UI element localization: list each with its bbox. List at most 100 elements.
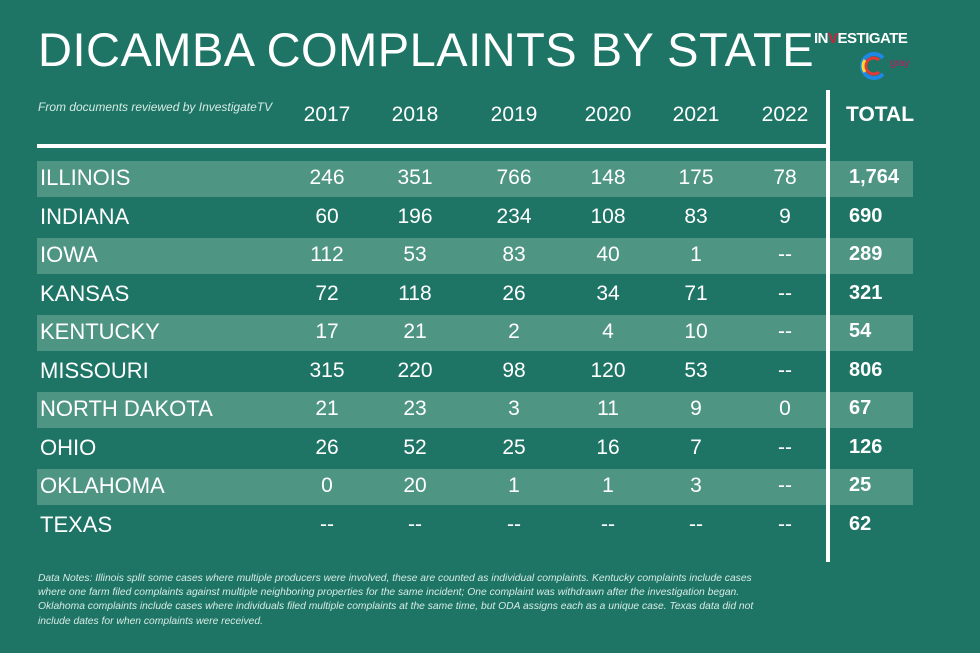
header-year: 2018 (391, 103, 439, 126)
total-cell: 62 (849, 512, 872, 535)
table-cell: 10 (684, 320, 708, 343)
total-cell: 54 (849, 320, 872, 342)
total-cell: 806 (849, 358, 883, 381)
table-cell: 21 (315, 397, 339, 420)
header-year: 2021 (672, 103, 720, 126)
table-row: MISSOURI 315 220 98 120 53 -- 806 (37, 354, 913, 390)
table-cell: 83 (684, 204, 708, 228)
table-cell: 351 (397, 166, 433, 189)
state-name: MISSOURI (40, 357, 149, 383)
table-row: ILLINOIS 246 351 766 148 175 78 1,764 (37, 161, 913, 197)
table-cell: 78 (773, 166, 797, 189)
table-cell: 7 (690, 435, 702, 459)
table-cell: 72 (315, 281, 339, 305)
table-cell: 9 (690, 397, 702, 420)
table-cell: 40 (596, 243, 620, 266)
table-cell: 11 (597, 397, 619, 420)
total-cell: 126 (849, 435, 883, 458)
state-name: TEXAS (40, 511, 113, 537)
table-row: OHIO 26 52 25 16 7 -- 126 (37, 431, 913, 467)
header-year: 2017 (303, 103, 351, 126)
state-name: IOWA (40, 242, 98, 267)
table-cell: -- (778, 281, 792, 305)
table-row: KANSAS 72 118 26 34 71 -- 321 (37, 277, 913, 313)
table-cell: 20 (403, 474, 427, 497)
table-cell: 53 (403, 243, 427, 266)
table-cell: 26 (315, 435, 339, 459)
table-cell: 148 (590, 166, 626, 189)
header-divider (37, 144, 828, 148)
table-cell: 234 (496, 204, 532, 228)
table-row: NORTH DAKOTA 21 23 3 11 9 0 67 (37, 392, 913, 428)
table-cell: 112 (310, 243, 344, 266)
table-cell: 23 (403, 397, 427, 420)
table-cell: 3 (508, 397, 520, 420)
state-name: KANSAS (40, 280, 130, 306)
table-cell: 118 (398, 281, 432, 305)
investigate-tv-logo: INVESTIGATE gray (812, 30, 922, 85)
page-title: DICAMBA COMPLAINTS BY STATE (38, 23, 815, 76)
table-cell: 60 (315, 204, 339, 228)
table-cell: -- (601, 512, 615, 536)
table-cell: 98 (502, 358, 526, 382)
table-cell: -- (778, 358, 792, 382)
table-row: KENTUCKY 17 21 2 4 10 -- 54 (37, 315, 913, 351)
state-name: ILLINOIS (40, 165, 131, 190)
total-cell: 1,764 (849, 166, 900, 188)
state-name: OKLAHOMA (40, 473, 165, 498)
total-cell: 25 (849, 474, 872, 496)
gray-logo-text: gray (890, 58, 910, 69)
table-row: OKLAHOMA 0 20 1 1 3 -- 25 (37, 469, 913, 505)
table-cell: 16 (596, 435, 620, 459)
table-cell: 9 (779, 204, 791, 228)
table-cell: -- (778, 435, 792, 459)
data-notes: Data Notes: Illinois split some cases wh… (38, 573, 754, 627)
table-cell: -- (507, 512, 521, 536)
table-cell: -- (320, 512, 334, 536)
table-cell: 766 (496, 166, 532, 189)
table-row: TEXAS -- -- -- -- -- -- 62 (37, 508, 913, 544)
table-cell: -- (778, 512, 792, 536)
table-cell: 220 (397, 358, 433, 382)
table-cell: 1 (508, 474, 520, 497)
header-year: 2020 (584, 103, 632, 126)
table-cell: 108 (590, 204, 626, 228)
table-cell: -- (408, 512, 422, 536)
table-row: IOWA 112 53 83 40 1 -- 289 (37, 238, 913, 274)
state-name: NORTH DAKOTA (40, 396, 213, 421)
table-cell: 83 (502, 243, 526, 266)
state-name: KENTUCKY (40, 319, 160, 344)
table-cell: 4 (602, 320, 614, 343)
table-cell: 52 (403, 435, 427, 459)
table-cell: 71 (684, 281, 708, 305)
table-cell: -- (689, 512, 703, 536)
table-cell: 196 (397, 204, 433, 228)
table-cell: 246 (309, 166, 345, 189)
table-cell: 2 (508, 320, 520, 343)
table-cell: -- (778, 243, 792, 266)
subtitle: From documents reviewed by InvestigateTV (38, 100, 273, 114)
table-cell: 26 (502, 281, 526, 305)
total-divider (826, 90, 830, 562)
total-cell: 321 (849, 281, 883, 304)
table-cell: -- (778, 320, 792, 343)
table-cell: 1 (602, 474, 614, 497)
header-year: 2022 (761, 103, 809, 126)
table-cell: 21 (403, 320, 427, 343)
table-cell: 34 (596, 281, 620, 305)
table-cell: 25 (502, 435, 526, 459)
table-cell: 1 (690, 243, 702, 266)
table-cell: 315 (309, 358, 345, 382)
total-cell: 690 (849, 204, 883, 227)
table-cell: 53 (684, 358, 708, 382)
table-cell: 120 (590, 358, 626, 382)
table-cell: 0 (779, 397, 791, 420)
header-total: TOTAL (846, 103, 915, 126)
header-year: 2019 (490, 103, 538, 126)
gray-logo-icon (860, 52, 885, 80)
total-cell: 289 (849, 243, 883, 265)
state-name: OHIO (40, 434, 97, 460)
table-row: INDIANA 60 196 234 108 83 9 690 (37, 200, 913, 236)
table-cell: 0 (321, 474, 333, 497)
